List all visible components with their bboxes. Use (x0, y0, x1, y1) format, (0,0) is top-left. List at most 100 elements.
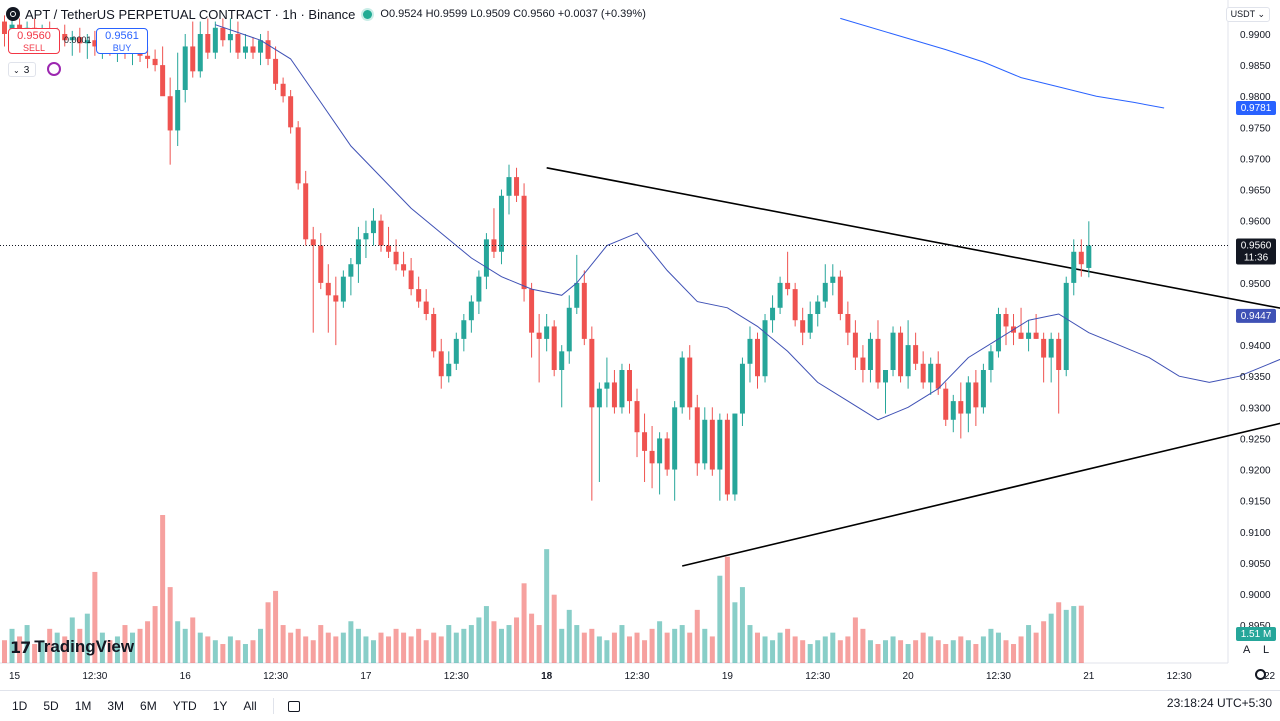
candle-body (950, 401, 956, 420)
candle-body (898, 332, 904, 377)
range-1d[interactable]: 1D (12, 699, 28, 713)
candle-body (1041, 338, 1047, 358)
volume-bar (461, 628, 467, 663)
volume-bar (438, 636, 444, 663)
candle-body (92, 40, 98, 47)
candles (2, 15, 1092, 501)
candle-body (408, 270, 414, 290)
grid-lines (0, 0, 1229, 664)
symbol-title[interactable]: APT / TetherUS PERPETUAL CONTRACT · 1h ·… (25, 6, 356, 22)
candle (777, 276, 783, 314)
volume-bar (687, 632, 693, 663)
candle (852, 320, 858, 370)
time-tick-label: 15 (9, 671, 21, 682)
volume-bar (785, 628, 791, 663)
candle (1063, 276, 1069, 377)
volume-bar (197, 632, 203, 663)
currency-selector[interactable]: USDT ⌄ (1225, 7, 1270, 22)
candle (935, 351, 941, 395)
logo-text: TradingView (34, 637, 135, 656)
price-tick-label: 0.9700 (1240, 154, 1271, 165)
volume-bar (498, 628, 504, 663)
volume-bar (175, 621, 181, 663)
price-tick-label: 0.9800 (1240, 92, 1271, 103)
candle (310, 226, 316, 333)
clock[interactable]: 23:18:24 UTC+5:30 (1166, 696, 1272, 710)
candle-body (845, 314, 851, 333)
volume-bar (890, 636, 896, 663)
volume-bar (521, 583, 527, 663)
ma-long-line (840, 17, 1165, 109)
candle (928, 357, 934, 395)
candle (566, 295, 572, 364)
tradingview-logo[interactable]: 17 TradingView (10, 636, 134, 658)
volume-bar (551, 594, 557, 663)
volume-bar (845, 636, 851, 663)
volume-bar (529, 613, 535, 663)
candle (898, 326, 904, 383)
volume-bar (905, 644, 911, 663)
candle (280, 77, 286, 103)
range-6m[interactable]: 6M (140, 699, 157, 713)
volume-bar (190, 617, 196, 663)
candle-body (446, 363, 452, 377)
candle-body (2, 21, 7, 34)
candle (807, 301, 813, 339)
range-3m[interactable]: 3M (107, 699, 125, 713)
refresh-icon[interactable] (47, 62, 61, 76)
range-ytd[interactable]: YTD (172, 699, 197, 713)
candle-body (453, 338, 459, 364)
last-price-tag-background (1236, 238, 1276, 265)
range-all[interactable]: All (243, 699, 257, 713)
volume-tag-text: 1.51 M (1241, 629, 1272, 640)
range-1y[interactable]: 1Y (212, 699, 228, 713)
candle (973, 370, 979, 426)
volume-bar (950, 640, 956, 663)
candle (92, 30, 98, 56)
candle (988, 345, 994, 383)
candle (423, 289, 429, 321)
candle (642, 413, 648, 482)
buy-button[interactable]: 0.9561 BUY (96, 28, 148, 54)
candle-body (619, 370, 625, 408)
volume-bar (852, 617, 858, 663)
candle-body (815, 301, 821, 314)
price-tick-label: 0.9250 (1240, 434, 1271, 445)
range-1m[interactable]: 1M (74, 699, 92, 713)
gear-icon[interactable] (1255, 669, 1266, 680)
ma-short-price-tag: 0.9447 (1236, 308, 1276, 323)
triangle-upper-trendline (546, 166, 1280, 309)
volume-bar (288, 632, 294, 663)
volume-bar (152, 606, 158, 663)
volume-bar (581, 632, 587, 663)
volume-bar (92, 571, 98, 663)
range-5d[interactable]: 5D (43, 699, 59, 713)
candle-body (920, 363, 926, 383)
candle (544, 314, 550, 352)
candle (498, 189, 504, 265)
sell-button[interactable]: 0.9560 SELL (8, 28, 60, 54)
volume-bar (363, 636, 369, 663)
volume-bar (995, 632, 1001, 663)
time-tick-label: 12:30 (625, 671, 650, 682)
calendar-icon[interactable] (287, 700, 300, 712)
candle-body (965, 382, 971, 414)
candle-body (551, 326, 557, 370)
candle (340, 270, 346, 308)
candle-body (318, 245, 324, 283)
indicators-toggle[interactable]: ⌄ 3 (8, 62, 36, 77)
volume-bar (913, 640, 919, 663)
auto-scale-button[interactable]: A (1243, 644, 1251, 656)
volume-bar (634, 632, 640, 663)
candle (288, 90, 294, 134)
candle (491, 208, 497, 258)
candle (152, 49, 158, 72)
candle-body (717, 419, 723, 470)
candle (386, 226, 392, 258)
volume-bar (242, 644, 248, 663)
candle-body (973, 382, 979, 408)
ma-short-price-tag-text: 0.9447 (1241, 311, 1272, 322)
log-scale-button[interactable]: L (1263, 644, 1270, 656)
